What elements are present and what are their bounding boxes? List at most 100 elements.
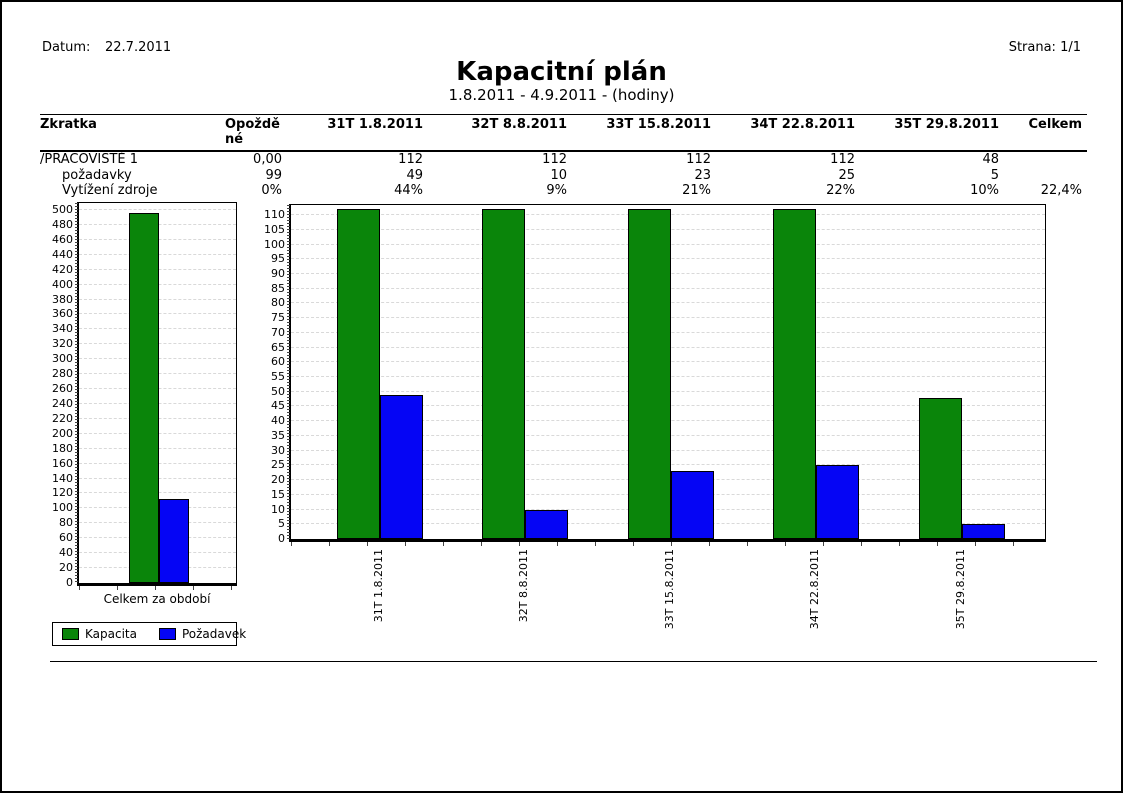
- bar-kapacita: [337, 209, 380, 539]
- total-bar-chart: 0 20 40 60 80 100 120 140 160 180 200 220 240 260 280 3…: [52, 202, 237, 590]
- y-tick-label: 160: [52, 456, 73, 470]
- y-tick-label: 300: [52, 352, 73, 366]
- y-tick-label: 105: [264, 222, 285, 236]
- table-cell: 10%: [970, 183, 999, 198]
- y-tick-label: 80: [271, 296, 285, 310]
- y-tick-label: 90: [271, 266, 285, 280]
- table-cell-label: Vytížení zdroje: [62, 183, 158, 198]
- y-axis-minor-ticks: [287, 205, 290, 539]
- y-tick-label: 260: [52, 382, 73, 396]
- y-tick-label: 25: [271, 458, 285, 472]
- kapacita-swatch-icon: [62, 628, 79, 640]
- y-tick-label: 320: [52, 337, 73, 351]
- bar-kapacita: [482, 209, 526, 539]
- y-tick-label: 380: [52, 292, 73, 306]
- table-cell: 0,00: [253, 152, 282, 167]
- table-cell: 112: [830, 152, 855, 167]
- y-tick-label: 480: [52, 217, 73, 231]
- y-tick-label: 50: [271, 384, 285, 398]
- bar-pozadavek: [670, 471, 714, 539]
- table-cell: 9%: [546, 183, 567, 198]
- table-cell: 0%: [261, 183, 282, 198]
- date-label: Datum:: [42, 40, 91, 55]
- table-header-cell: Zkratka: [40, 117, 97, 132]
- table-row: /PRACOVIŠTĚ 1 0,00 112 112 112 112 48: [40, 151, 1087, 168]
- page-number: Strana: 1/1: [1008, 40, 1081, 55]
- y-tick-label: 15: [271, 487, 285, 501]
- legend-label: Kapacita: [85, 627, 137, 641]
- y-tick-label: 340: [52, 322, 73, 336]
- table-cell: 112: [686, 152, 711, 167]
- y-tick-label: 95: [271, 252, 285, 266]
- y-tick-label: 0: [278, 532, 285, 545]
- y-axis-minor-ticks: [75, 203, 78, 583]
- chart-legend: Kapacita Požadavek: [52, 622, 246, 646]
- y-tick-label: 40: [271, 414, 285, 428]
- table-header-cell: 35T 29.8.2011: [894, 117, 999, 132]
- y-tick-label: 60: [271, 355, 285, 369]
- x-category-label: 33T 15.8.2011: [662, 549, 676, 630]
- table-cell: 10: [550, 167, 567, 183]
- legend-item-kapacita: Kapacita: [62, 627, 137, 641]
- bar-pozadavek: [816, 465, 860, 539]
- table-cell: 48: [982, 152, 999, 167]
- y-tick-label: 500: [52, 203, 73, 216]
- y-tick-label: 200: [52, 426, 73, 440]
- table-cell: 25: [838, 167, 855, 183]
- y-tick-label: 60: [59, 531, 73, 545]
- y-tick-label: 360: [52, 307, 73, 321]
- x-axis-minor-ticks: [291, 542, 1045, 546]
- weekly-bar-chart: 0 5 10 15 20 25 30 35 40 45 50 55 60 65 70 75 80 85 90 95 10…: [264, 204, 1046, 629]
- y-tick-label: 110: [264, 208, 285, 222]
- table-cell: 5: [990, 167, 999, 183]
- pozadavek-swatch-icon: [158, 628, 176, 640]
- table-header-cell: 31T 1.8.2011: [327, 117, 423, 132]
- footer-divider: [50, 661, 1097, 662]
- y-tick-label: 220: [52, 411, 73, 425]
- y-tick-label: 180: [52, 441, 73, 455]
- y-tick-label: 140: [52, 471, 73, 485]
- y-tick-label: 80: [59, 516, 73, 530]
- date-value: 22.7.2011: [105, 40, 172, 55]
- y-tick-label: 40: [59, 546, 73, 560]
- table-cell: 99: [265, 167, 282, 183]
- page-title: Kapacitní plán: [456, 57, 667, 87]
- table-header-cell: Opožděné: [225, 117, 280, 147]
- table-header-cell: 32T 8.8.2011: [471, 117, 567, 132]
- gridline: [79, 209, 236, 210]
- table-cell: 22,4%: [1040, 183, 1082, 198]
- y-tick-label: 55: [271, 370, 285, 384]
- y-tick-label: 35: [271, 428, 285, 442]
- y-tick-label: 420: [52, 262, 73, 276]
- table-row: Vytížení zdroje 0% 44% 9% 21% 22% 10% 22…: [40, 183, 1087, 199]
- bar-pozadavek: [159, 499, 189, 583]
- y-tick-label: 75: [271, 311, 285, 325]
- table-row: požadavky 99 49 10 23 25 5: [40, 168, 1087, 184]
- table-cell: 49: [406, 167, 423, 183]
- legend-label: Požadavek: [181, 627, 247, 641]
- bar-kapacita: [773, 209, 817, 539]
- y-tick-label: 70: [271, 325, 285, 339]
- table-header-cell: 34T 22.8.2011: [750, 117, 855, 132]
- table-cell-label: požadavky: [62, 167, 132, 183]
- total-chart-x-label: Celkem za období: [103, 592, 211, 606]
- bar-kapacita: [918, 397, 962, 539]
- table-cell: [999, 168, 1087, 184]
- bar-pozadavek: [961, 524, 1005, 539]
- table-header-row: Zkratka Opožděné 31T 1.8.2011 32T 8.8.20…: [40, 114, 1087, 151]
- y-tick-label: 65: [271, 340, 285, 354]
- bar-kapacita: [627, 209, 671, 539]
- bar-pozadavek: [525, 509, 569, 539]
- page-subtitle: 1.8.2011 - 4.9.2011 - (hodiny): [448, 86, 675, 104]
- y-tick-label: 5: [278, 517, 285, 531]
- y-tick-label: 85: [271, 281, 285, 295]
- x-category-label: 31T 1.8.2011: [372, 549, 385, 623]
- y-tick-label: 120: [52, 486, 73, 500]
- bar-pozadavek: [380, 394, 423, 539]
- y-tick-label: 0: [66, 576, 73, 589]
- x-category-label: 32T 8.8.2011: [517, 549, 531, 623]
- y-tick-label: 100: [264, 237, 285, 251]
- y-tick-label: 100: [52, 501, 73, 515]
- y-tick-label: 280: [52, 367, 73, 381]
